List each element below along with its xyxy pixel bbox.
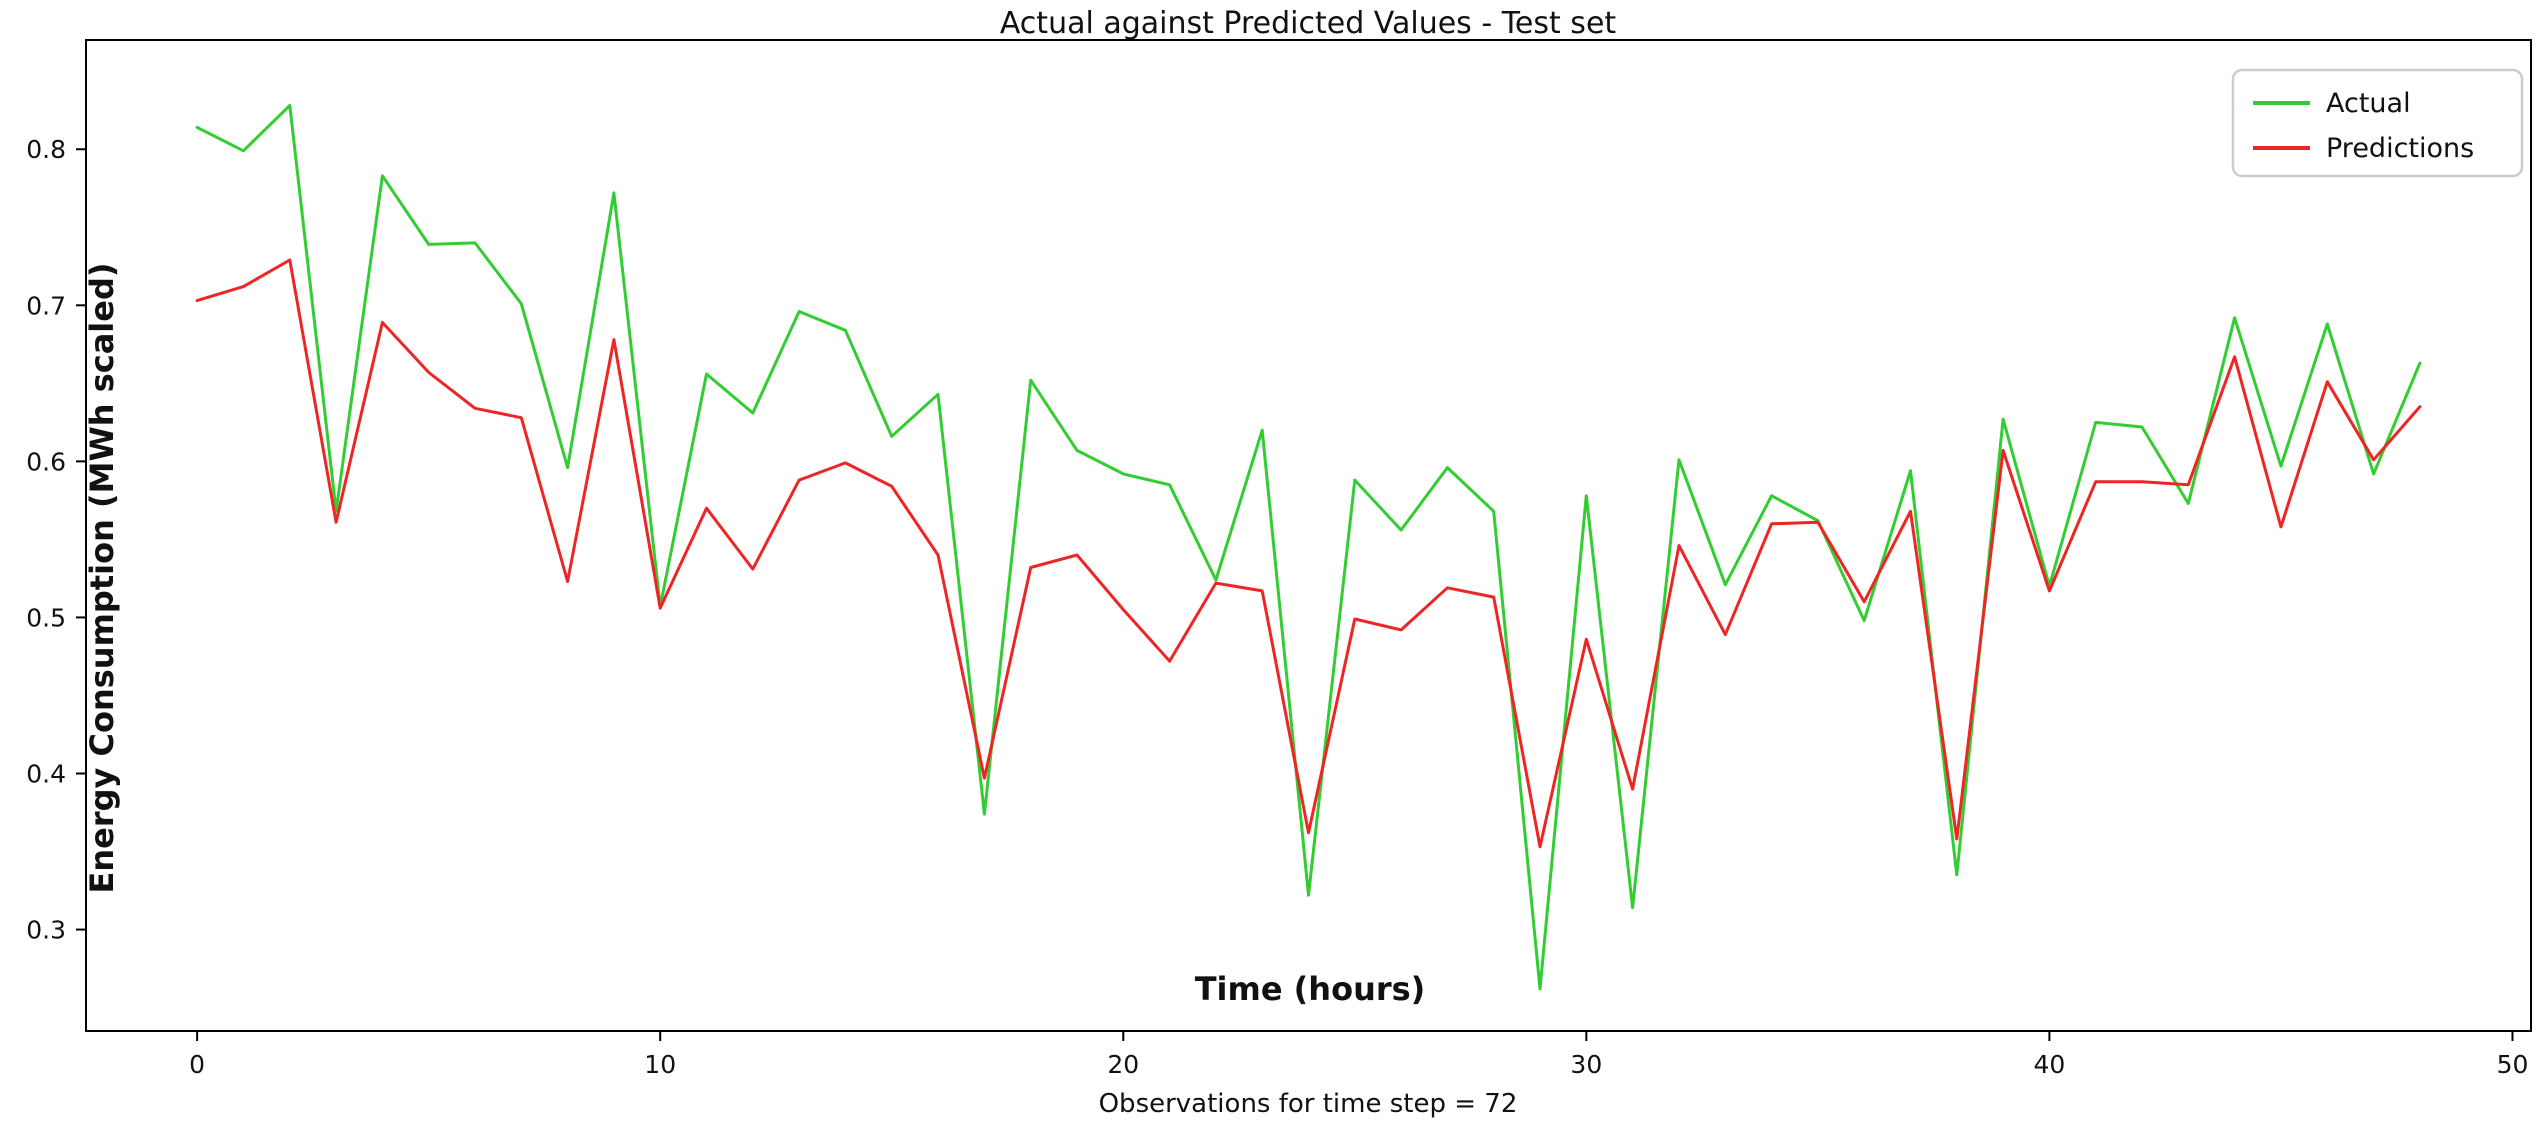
- series-layer: [195, 104, 2422, 991]
- predictions-line: [195, 258, 2422, 849]
- inner-x-axis-label: Time (hours): [1195, 970, 1426, 1008]
- x-tick-label: 0: [189, 1050, 205, 1079]
- y-axis-label: Energy Consumption (MWh scaled): [83, 262, 121, 893]
- chart-title: Actual against Predicted Values - Test s…: [1000, 6, 1617, 41]
- y-tick-label: 0.4: [26, 759, 66, 788]
- x-tick-label: 30: [1570, 1050, 1602, 1079]
- plot-frame: [85, 39, 2532, 1032]
- y-tick-label: 0.8: [26, 135, 66, 164]
- legend-label-predictions: Predictions: [2326, 133, 2474, 164]
- y-tick-label: 0.6: [26, 447, 66, 476]
- x-axis-label: Observations for time step = 72: [1099, 1089, 1518, 1119]
- x-tick-label: 10: [644, 1050, 676, 1079]
- x-tick-label: 40: [2034, 1050, 2066, 1079]
- x-tick-label: 20: [1107, 1050, 1139, 1079]
- y-tick-label: 0.5: [26, 603, 66, 632]
- legend-label-actual: Actual: [2326, 88, 2411, 119]
- ticks-layer: 0 10 20 30 40 50 0.3 0.4 0.5 0.6 0.7 0.8: [26, 135, 2528, 1079]
- legend: Actual Predictions: [2231, 68, 2524, 178]
- x-tick-label: 50: [2497, 1050, 2529, 1079]
- y-tick-label: 0.3: [26, 916, 66, 945]
- y-tick-label: 0.7: [26, 291, 66, 320]
